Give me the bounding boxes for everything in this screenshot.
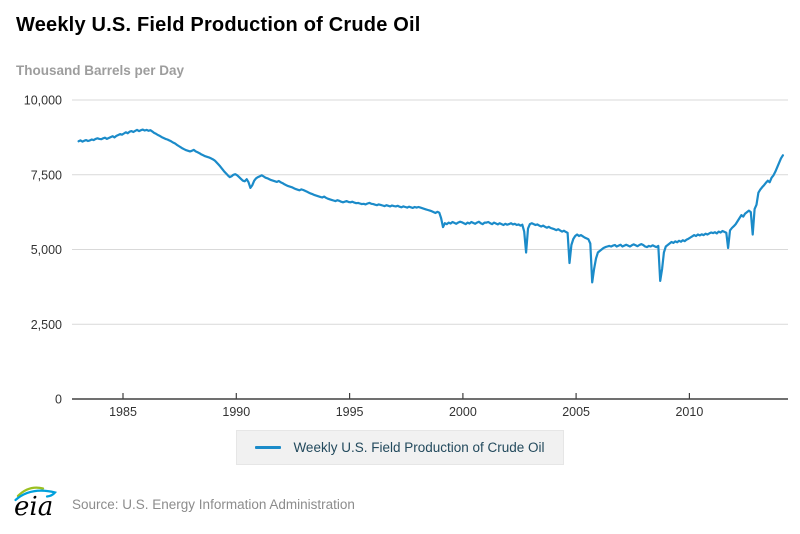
y-tick-label: 5,000	[31, 243, 62, 257]
chart-svg: 10,000 7,500 5,000 2,500 0 1985 1990 1995 2000 20…	[24, 94, 788, 419]
x-tick-label: 1990	[222, 405, 250, 419]
footer: eia Source: U.S. Energy Information Admi…	[12, 484, 355, 518]
x-tick-label: 2010	[675, 405, 703, 419]
y-tick-label: 0	[55, 393, 62, 407]
x-tick-label: 2005	[562, 405, 590, 419]
x-tick-label: 2000	[449, 405, 477, 419]
y-tick-label: 10,000	[24, 94, 62, 108]
legend-line-swatch-icon	[255, 446, 282, 449]
x-tick-label: 1985	[109, 405, 137, 419]
eia-logo-green-swoosh	[16, 486, 45, 498]
y-tick-label: 7,500	[31, 168, 62, 182]
legend-box: Weekly U.S. Field Production of Crude Oi…	[236, 430, 564, 465]
eia-logo-blue-swoosh	[14, 489, 57, 502]
page-title: Weekly U.S. Field Production of Crude Oi…	[16, 14, 421, 36]
y-tick-label: 2,500	[31, 318, 62, 332]
eia-logo-text: eia	[14, 492, 53, 518]
eia-logo: eia	[14, 486, 57, 518]
legend-label: Weekly U.S. Field Production of Crude Oi…	[293, 440, 545, 455]
y-axis-unit-label: Thousand Barrels per Day	[16, 63, 185, 78]
legend-row: Weekly U.S. Field Production of Crude Oi…	[0, 430, 800, 465]
x-tick-label: 1995	[336, 405, 364, 419]
source-text: Source: U.S. Energy Information Administ…	[72, 497, 355, 512]
production-line	[77, 128, 785, 284]
